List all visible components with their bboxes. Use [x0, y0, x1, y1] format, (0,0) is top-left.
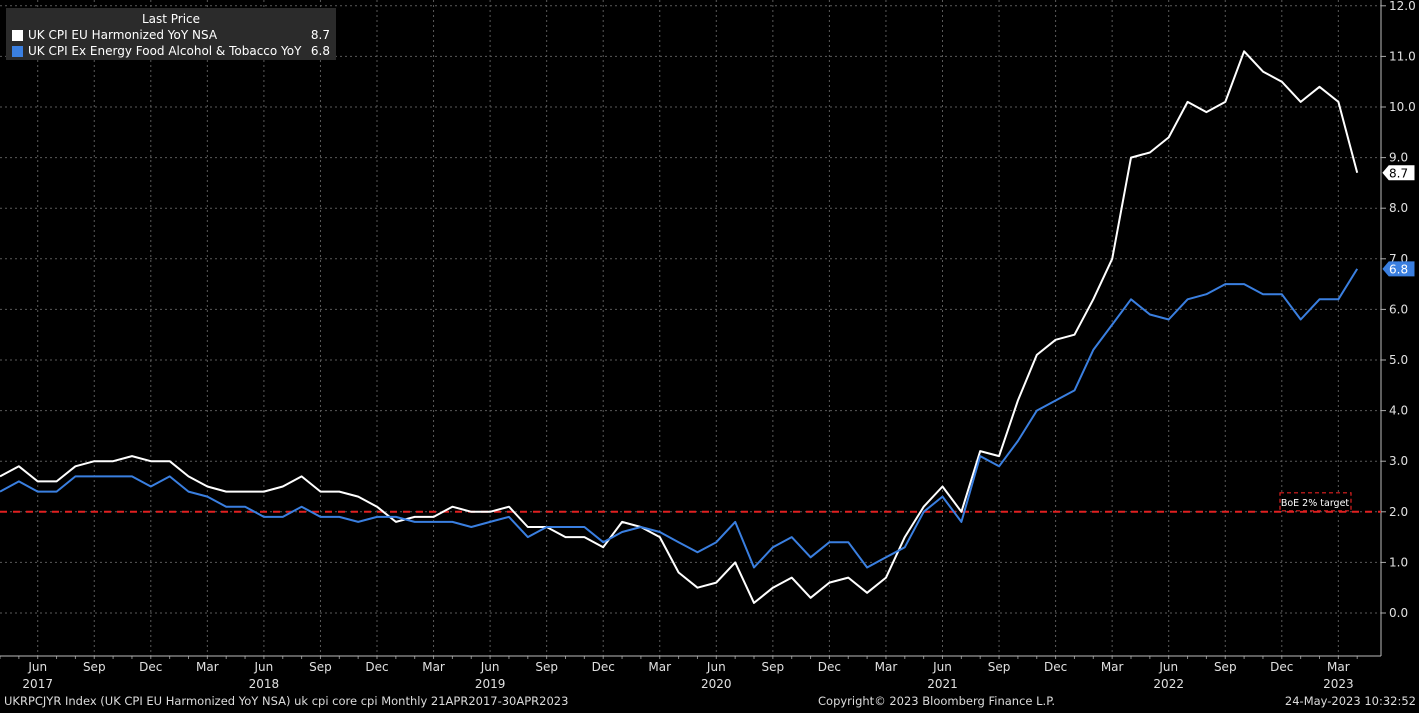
series-line-1 [0, 268, 1359, 569]
legend-label-0: UK CPI EU Harmonized YoY NSA [28, 28, 218, 42]
footer-source: UKRPCJYR Index (UK CPI EU Harmonized YoY… [4, 694, 569, 708]
x-tick-label: Mar [196, 660, 219, 674]
footer-copyright: Copyright© 2023 Bloomberg Finance L.P. [818, 694, 1055, 708]
legend-last-value-1: 6.8 [310, 44, 330, 58]
y-tick-label: 6.0 [1389, 302, 1408, 316]
y-tick-label: 8.0 [1389, 201, 1408, 215]
boe-target-label: BoE 2% target [1281, 498, 1350, 509]
x-tick-label: Sep [83, 660, 106, 674]
legend-label-1: UK CPI Ex Energy Food Alcohol & Tobacco … [28, 44, 302, 58]
y-tick-label: 2.0 [1389, 505, 1408, 519]
legend-last-value-0: 8.7 [310, 28, 330, 42]
x-tick-label: Sep [762, 660, 785, 674]
x-tick-label: Sep [309, 660, 332, 674]
legend-entry-1: UK CPI Ex Energy Food Alcohol & Tobacco … [12, 44, 332, 59]
x-year-label: 2020 [701, 677, 732, 691]
x-tick-label: Dec [139, 660, 162, 674]
x-year-label: 2018 [249, 677, 280, 691]
last-value-tag-1 [1382, 261, 1415, 277]
x-tick-label: Dec [1044, 660, 1067, 674]
legend: Last Price UK CPI EU Harmonized YoY NSA … [6, 8, 336, 60]
x-tick-label: Mar [648, 660, 671, 674]
x-year-label: 2019 [475, 677, 506, 691]
y-tick-label: 5.0 [1389, 353, 1408, 367]
x-year-label: 2017 [22, 677, 53, 691]
x-tick-label: Mar [1101, 660, 1124, 674]
x-year-label: 2023 [1323, 677, 1354, 691]
y-tick-label: 12.0 [1389, 0, 1416, 13]
x-tick-label: Dec [592, 660, 615, 674]
x-tick-label: Jun [27, 660, 47, 674]
x-tick-label: Dec [818, 660, 841, 674]
y-tick-label: 3.0 [1389, 454, 1408, 468]
x-year-label: 2022 [1153, 677, 1184, 691]
x-tick-label: Sep [988, 660, 1011, 674]
legend-swatch-0 [12, 30, 23, 41]
y-tick-label: 10.0 [1389, 100, 1416, 114]
last-value-tag-label-1: 6.8 [1389, 262, 1408, 276]
x-tick-label: Dec [1270, 660, 1293, 674]
legend-header: Last Price [141, 12, 201, 26]
footer-timestamp: 24-May-2023 10:32:52 [1284, 694, 1416, 708]
x-tick-label: Jun [1158, 660, 1178, 674]
x-tick-label: Jun [932, 660, 952, 674]
last-value-tag-label-0: 8.7 [1389, 166, 1408, 180]
x-tick-label: Dec [365, 660, 388, 674]
y-tick-label: 4.0 [1389, 404, 1408, 418]
x-tick-label: Mar [1327, 660, 1350, 674]
x-tick-label: Jun [480, 660, 500, 674]
series-line-0 [0, 50, 1359, 604]
x-tick-label: Sep [1214, 660, 1237, 674]
y-tick-label: 9.0 [1389, 151, 1408, 165]
x-year-label: 2021 [927, 677, 958, 691]
x-tick-label: Jun [254, 660, 274, 674]
x-tick-label: Mar [422, 660, 445, 674]
legend-swatch-1 [12, 46, 23, 57]
y-tick-label: 11.0 [1389, 49, 1416, 63]
x-tick-label: Jun [706, 660, 726, 674]
boe-target-label-box [1279, 492, 1352, 512]
last-value-tag-0 [1382, 165, 1415, 181]
y-tick-label: 0.0 [1389, 606, 1408, 620]
legend-entry-0: UK CPI EU Harmonized YoY NSA 8.7 [12, 28, 332, 43]
y-tick-label: 1.0 [1389, 555, 1408, 569]
x-tick-label: Sep [535, 660, 558, 674]
x-tick-label: Mar [875, 660, 898, 674]
